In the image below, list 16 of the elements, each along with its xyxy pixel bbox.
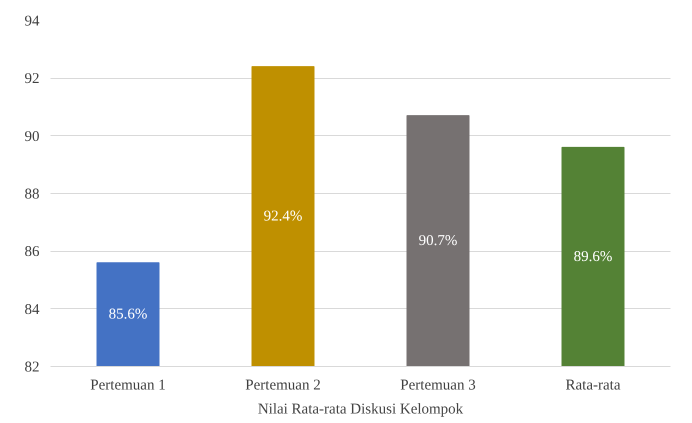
x-tick-label: Pertemuan 3 bbox=[400, 378, 476, 394]
x-tick-label: Pertemuan 1 bbox=[90, 378, 166, 394]
y-tick-label: 86 bbox=[24, 244, 40, 260]
data-label: 85.6% bbox=[108, 306, 148, 323]
data-label: 89.6% bbox=[574, 248, 612, 265]
x-tick-label: Rata-rata bbox=[566, 378, 621, 394]
data-label: 90.7% bbox=[418, 233, 458, 250]
x-tick-label: Pertemuan 2 bbox=[245, 378, 321, 394]
x-axis-title: Nilai Rata-rata Diskusi Kelompok bbox=[258, 402, 464, 418]
y-tick-label: 82 bbox=[24, 360, 40, 376]
y-tick-label: 90 bbox=[24, 128, 40, 145]
y-tick-label: 88 bbox=[24, 186, 40, 202]
data-label: 92.4% bbox=[264, 208, 302, 225]
y-tick-label: 92 bbox=[24, 71, 40, 88]
y-tick-label: 94 bbox=[24, 14, 40, 30]
y-tick-label: 84 bbox=[24, 302, 40, 318]
